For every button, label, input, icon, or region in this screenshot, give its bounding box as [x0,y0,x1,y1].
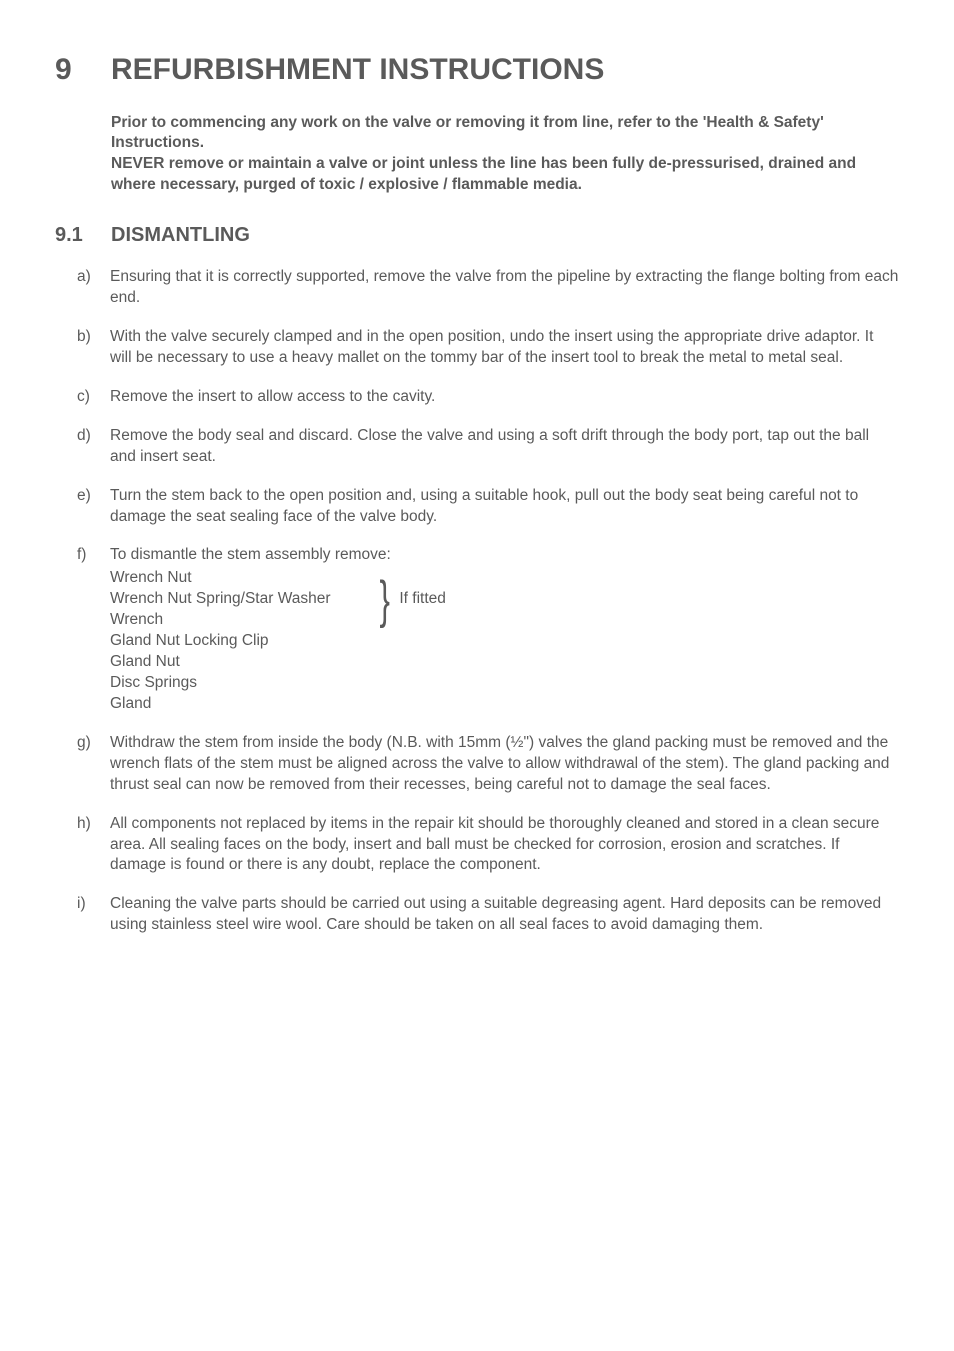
sublist-line: Wrench [110,610,370,631]
brace-icon: } [379,578,389,622]
item-letter: a) [77,267,110,309]
item-body: Cleaning the valve parts should be carri… [110,894,899,936]
list-item: f) To dismantle the stem assembly remove… [55,545,899,714]
list-item: h) All components not replaced by items … [55,814,899,877]
page-title: 9REFURBISHMENT INSTRUCTIONS [55,50,899,91]
subheading: 9.1DISMANTLING [55,222,899,249]
item-body: Ensuring that it is correctly supported,… [110,267,899,309]
subheading-text: DISMANTLING [111,224,250,246]
sublist-line: Gland Nut [110,652,899,673]
item-body: Turn the stem back to the open position … [110,486,899,528]
sublist-line: Disc Springs [110,673,899,694]
item-body: Remove the insert to allow access to the… [110,387,899,408]
brace-items: Wrench Nut Wrench Nut Spring/Star Washer… [110,568,370,631]
intro-p2: NEVER remove or maintain a valve or join… [111,154,899,196]
list-item: d) Remove the body seal and discard. Clo… [55,426,899,468]
item-body: Remove the body seal and discard. Close … [110,426,899,468]
item-letter: g) [77,733,110,796]
brace-group: Wrench Nut Wrench Nut Spring/Star Washer… [110,568,899,631]
section-number: 9 [55,50,111,91]
item-letter: f) [77,545,110,714]
list-item: e) Turn the stem back to the open positi… [55,486,899,528]
sublist-line: Wrench Nut [110,568,370,589]
item-body: To dismantle the stem assembly remove: W… [110,545,899,714]
item-letter: b) [77,327,110,369]
list-item: b) With the valve securely clamped and i… [55,327,899,369]
item-letter: d) [77,426,110,468]
list-item: i) Cleaning the valve parts should be ca… [55,894,899,936]
item-f-sublist: Wrench Nut Wrench Nut Spring/Star Washer… [110,568,899,714]
item-letter: i) [77,894,110,936]
item-letter: h) [77,814,110,877]
intro-block: Prior to commencing any work on the valv… [111,113,899,197]
item-body: Withdraw the stem from inside the body (… [110,733,899,796]
list-item: g) Withdraw the stem from inside the bod… [55,733,899,796]
item-letter: e) [77,486,110,528]
item-f-lead: To dismantle the stem assembly remove: [110,545,899,566]
item-body: All components not replaced by items in … [110,814,899,877]
item-letter: c) [77,387,110,408]
list-item: a) Ensuring that it is correctly support… [55,267,899,309]
sublist-line: Gland Nut Locking Clip [110,631,899,652]
item-body: With the valve securely clamped and in t… [110,327,899,369]
section-title: REFURBISHMENT INSTRUCTIONS [111,53,604,86]
list-item: c) Remove the insert to allow access to … [55,387,899,408]
brace-label: If fitted [399,589,446,610]
sublist-line: Wrench Nut Spring/Star Washer [110,589,370,610]
intro-p1: Prior to commencing any work on the valv… [111,113,899,155]
subheading-number: 9.1 [55,222,111,249]
sublist-line: Gland [110,694,899,715]
